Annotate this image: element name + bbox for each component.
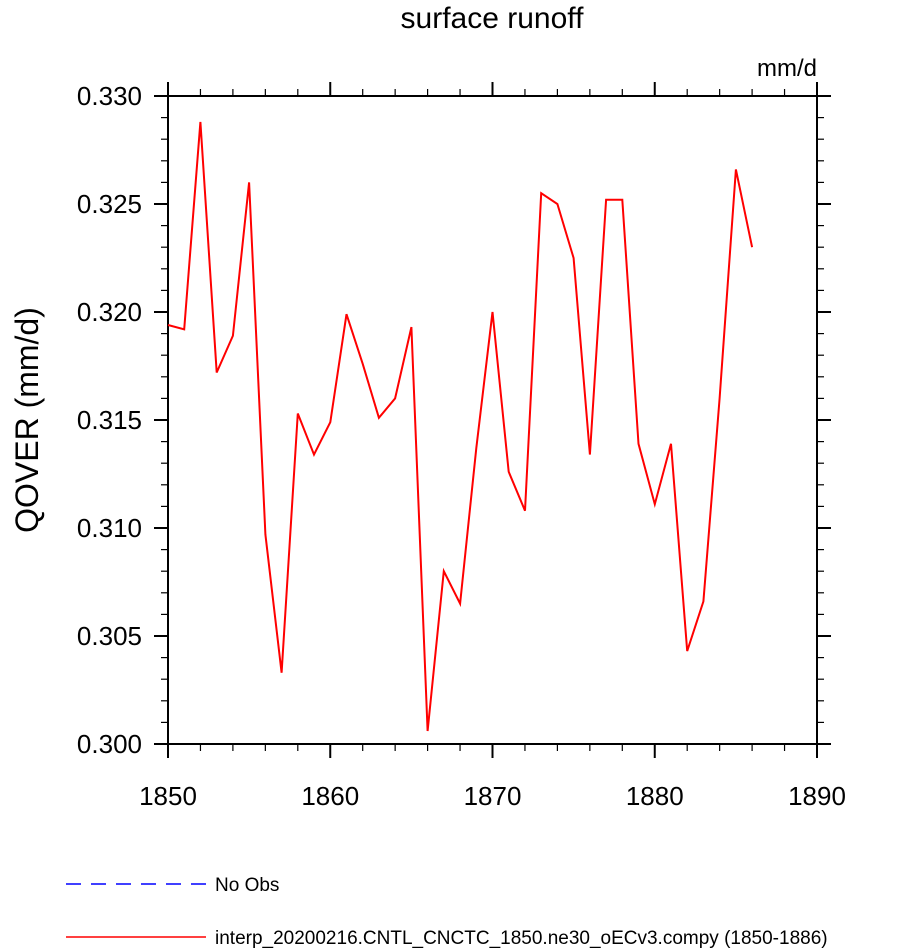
major-ticks <box>154 82 831 758</box>
x-tick-label: 1870 <box>464 781 522 811</box>
series-line <box>167 121 754 732</box>
y-tick-label: 0.330 <box>77 81 142 111</box>
y-tick-label: 0.320 <box>77 297 142 327</box>
y-tick-label: 0.300 <box>77 729 142 759</box>
y-axis-label: QOVER (mm/d) <box>9 307 45 533</box>
y-tick-label: 0.310 <box>77 513 142 543</box>
plot-area <box>167 95 818 745</box>
x-tick-label: 1850 <box>139 781 197 811</box>
y-tick-labels: 0.300 0.305 0.310 0.315 0.320 0.325 0.330 <box>77 81 142 759</box>
y-tick-label: 0.315 <box>77 405 142 435</box>
plot-border <box>167 95 818 745</box>
x-tick-label: 1890 <box>788 781 846 811</box>
x-tick-label: 1860 <box>301 781 359 811</box>
y-tick-label: 0.305 <box>77 621 142 651</box>
legend: No Obs interp_20200216.CNTL_CNCTC_1850.ne… <box>66 875 828 949</box>
series-lines <box>167 121 754 732</box>
chart-title: surface runoff <box>401 2 585 35</box>
legend-label: interp_20200216.CNTL_CNCTC_1850.ne30_oEC… <box>215 928 828 949</box>
units-label: mm/d <box>757 55 817 82</box>
x-tick-labels: 1850 1860 1870 1880 1890 <box>139 781 846 811</box>
x-tick-label: 1880 <box>626 781 684 811</box>
legend-label: No Obs <box>215 875 279 896</box>
y-tick-label: 0.325 <box>77 189 142 219</box>
